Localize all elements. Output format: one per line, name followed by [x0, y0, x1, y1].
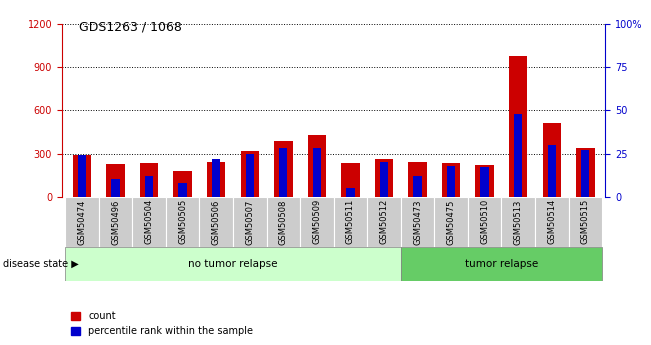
- Text: GSM50504: GSM50504: [145, 199, 154, 244]
- Bar: [413, 176, 422, 197]
- Bar: [274, 141, 292, 197]
- Bar: [312, 148, 321, 197]
- FancyBboxPatch shape: [468, 197, 501, 247]
- Bar: [509, 56, 527, 197]
- Bar: [178, 183, 187, 197]
- Bar: [207, 162, 225, 197]
- FancyBboxPatch shape: [367, 197, 401, 247]
- Bar: [245, 154, 254, 197]
- Text: GSM50511: GSM50511: [346, 199, 355, 244]
- Bar: [77, 155, 86, 197]
- Text: GDS1263 / 1068: GDS1263 / 1068: [79, 21, 182, 34]
- FancyBboxPatch shape: [65, 247, 401, 281]
- Bar: [173, 171, 192, 197]
- Bar: [576, 148, 594, 197]
- Bar: [581, 150, 590, 197]
- Bar: [279, 148, 288, 197]
- Text: GSM50507: GSM50507: [245, 199, 255, 245]
- FancyBboxPatch shape: [568, 197, 602, 247]
- Bar: [308, 135, 326, 197]
- FancyBboxPatch shape: [199, 197, 233, 247]
- FancyBboxPatch shape: [501, 197, 535, 247]
- Text: no tumor relapse: no tumor relapse: [188, 259, 278, 269]
- Bar: [475, 165, 494, 197]
- Text: GSM50474: GSM50474: [77, 199, 87, 245]
- Bar: [212, 159, 221, 197]
- Bar: [547, 145, 556, 197]
- Text: GSM50506: GSM50506: [212, 199, 221, 245]
- FancyBboxPatch shape: [401, 247, 602, 281]
- Text: GSM50512: GSM50512: [380, 199, 389, 244]
- Text: GSM50515: GSM50515: [581, 199, 590, 244]
- Bar: [480, 167, 489, 197]
- Bar: [140, 163, 158, 197]
- Text: GSM50508: GSM50508: [279, 199, 288, 245]
- Bar: [375, 159, 393, 197]
- Bar: [447, 166, 455, 197]
- FancyBboxPatch shape: [65, 197, 99, 247]
- FancyBboxPatch shape: [166, 197, 199, 247]
- FancyBboxPatch shape: [233, 197, 266, 247]
- Text: GSM50513: GSM50513: [514, 199, 523, 245]
- Bar: [380, 162, 388, 197]
- Bar: [514, 114, 522, 197]
- Text: GSM50473: GSM50473: [413, 199, 422, 245]
- Text: GSM50505: GSM50505: [178, 199, 187, 244]
- Bar: [542, 124, 561, 197]
- Text: GSM50510: GSM50510: [480, 199, 489, 244]
- Text: GSM50509: GSM50509: [312, 199, 322, 244]
- FancyBboxPatch shape: [333, 197, 367, 247]
- FancyBboxPatch shape: [132, 197, 166, 247]
- Text: GSM50496: GSM50496: [111, 199, 120, 245]
- FancyBboxPatch shape: [266, 197, 300, 247]
- FancyBboxPatch shape: [434, 197, 468, 247]
- Bar: [111, 179, 120, 197]
- Text: GSM50514: GSM50514: [547, 199, 556, 244]
- Bar: [341, 163, 359, 197]
- FancyBboxPatch shape: [99, 197, 132, 247]
- Bar: [106, 164, 125, 197]
- FancyBboxPatch shape: [401, 197, 434, 247]
- Text: GSM50475: GSM50475: [447, 199, 456, 245]
- Bar: [346, 188, 355, 197]
- Legend: count, percentile rank within the sample: count, percentile rank within the sample: [66, 307, 257, 340]
- Text: disease state ▶: disease state ▶: [3, 259, 79, 269]
- Bar: [408, 162, 427, 197]
- Text: tumor relapse: tumor relapse: [465, 259, 538, 269]
- Bar: [442, 163, 460, 197]
- Bar: [240, 151, 259, 197]
- Bar: [145, 176, 153, 197]
- FancyBboxPatch shape: [300, 197, 333, 247]
- Bar: [73, 155, 91, 197]
- FancyBboxPatch shape: [535, 197, 568, 247]
